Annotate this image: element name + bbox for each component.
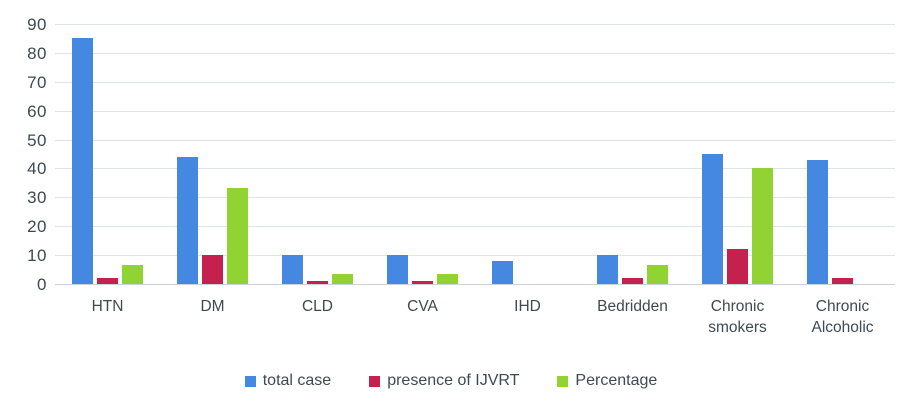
bar-groups	[55, 24, 895, 284]
bar-percentage	[437, 274, 458, 284]
legend-item: presence of IJVRT	[369, 372, 519, 390]
gridline	[55, 52, 895, 54]
gridline	[55, 168, 895, 170]
bar-presence-of-ijvrt	[832, 278, 853, 284]
legend-swatch-icon	[369, 375, 381, 387]
bar-total-case	[282, 255, 303, 284]
bar-total-case	[177, 156, 198, 284]
legend-item: Percentage	[557, 372, 657, 390]
bar-total-case	[72, 38, 93, 284]
category-label: DM	[200, 298, 225, 315]
bar-group-ihd	[475, 24, 580, 284]
category-label: CVA	[407, 298, 438, 315]
category-label: Chronic Alcoholic	[811, 298, 874, 336]
category-label: HTN	[91, 298, 124, 315]
gridline	[55, 284, 895, 285]
y-axis-tick-label: 90	[27, 15, 47, 34]
bar-total-case	[807, 159, 828, 284]
bar-presence-of-ijvrt	[622, 278, 643, 284]
bar-group-cld	[265, 24, 370, 284]
y-axis-tick-label: 60	[27, 101, 47, 121]
bar-presence-of-ijvrt	[412, 281, 433, 284]
legend-swatch-icon	[557, 375, 569, 387]
bar-presence-of-ijvrt	[727, 249, 748, 284]
y-axis-tick-label: 20	[27, 217, 47, 237]
y-axis-tick-label: 10	[27, 246, 47, 266]
legend-item: total case	[244, 372, 332, 390]
legend-label: Percentage	[575, 372, 658, 389]
bar-total-case	[492, 260, 513, 284]
legend-label: presence of IJVRT	[387, 372, 520, 389]
y-axis-tick-label: 0	[37, 275, 47, 294]
bar-total-case	[702, 154, 723, 284]
gridline	[55, 81, 895, 83]
bar-percentage	[227, 187, 248, 284]
bar-percentage	[752, 168, 773, 284]
category-label: IHD	[514, 298, 541, 315]
y-axis-tick-label: 50	[27, 130, 47, 150]
bar-presence-of-ijvrt	[97, 278, 118, 284]
bar-group-bedridden	[580, 24, 685, 284]
x-axis-labels: HTN DM CLD CVA IHD Bedridden Chronic smokers Ch…	[55, 296, 895, 338]
legend: total case presence of IJVRT Percentage	[0, 372, 902, 390]
plot-area: 0 10 20 30 40 50 60 70 80 90	[27, 16, 895, 293]
category-label: Bedridden	[597, 298, 668, 315]
y-axis-tick-label: 80	[27, 43, 47, 63]
bar-presence-of-ijvrt	[202, 255, 223, 284]
bar-group-chronic-alcoholic	[790, 24, 895, 284]
bar-percentage	[647, 264, 668, 284]
category-label: Chronic smokers	[708, 298, 767, 336]
bar-group-chronic-smokers	[685, 24, 790, 284]
bar-percentage	[122, 264, 143, 284]
gridline	[55, 139, 895, 141]
bar-group-htn	[55, 24, 160, 284]
gridline	[55, 226, 895, 228]
bar-percentage	[332, 274, 353, 284]
bar-total-case	[597, 255, 618, 284]
gridline	[55, 255, 895, 257]
y-axis-tick-label: 70	[27, 72, 47, 92]
legend-swatch-icon	[244, 375, 256, 387]
bar-presence-of-ijvrt	[307, 281, 328, 284]
y-axis-tick-label: 30	[27, 188, 47, 208]
category-label: CLD	[301, 298, 333, 315]
gridline	[55, 197, 895, 199]
bar-group-dm	[160, 24, 265, 284]
y-axis-tick-label: 40	[27, 159, 47, 179]
gridline	[55, 24, 895, 25]
bar-total-case	[387, 255, 408, 284]
bar-group-cva	[370, 24, 475, 284]
legend-label: total case	[262, 372, 332, 389]
gridline	[55, 110, 895, 112]
